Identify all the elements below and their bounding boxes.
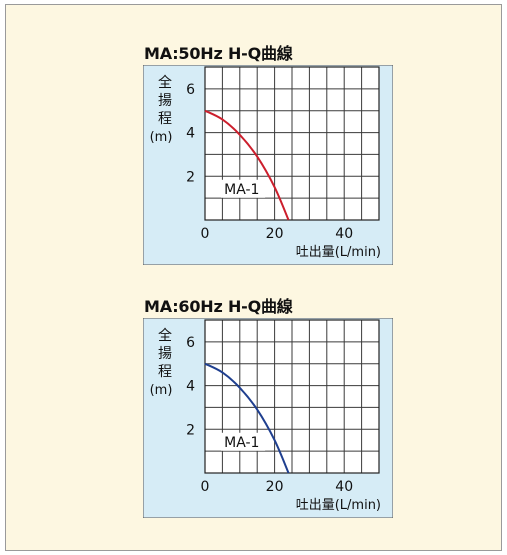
figure-panel: MA:50Hz H-Q曲線 2 4 6 0 20 40 全揚程 (m) 吐出量(L/min) MA… xyxy=(5,4,502,551)
series-line-ma-1 xyxy=(204,109,290,221)
chart-title-60hz: MA:60Hz H-Q曲線 xyxy=(144,297,293,316)
y-tick-label: 2 xyxy=(186,169,195,185)
plot-border xyxy=(204,319,380,474)
hq-chart-60hz: 2 4 6 0 20 40 全揚程 (m) 吐出量(L/min) MA-1 xyxy=(143,318,393,518)
y-tick-label: 2 xyxy=(186,422,195,438)
x-tick-label: 40 xyxy=(335,226,353,242)
chart-title-50hz: MA:50Hz H-Q曲線 xyxy=(144,44,293,63)
y-axis-label: (m) xyxy=(150,130,173,145)
y-axis-label: 全 xyxy=(158,327,172,344)
x-axis-label: 吐出量(L/min) xyxy=(296,498,381,513)
y-axis-label: 揚 xyxy=(158,345,172,362)
y-tick-label: 4 xyxy=(186,126,195,142)
series-line-ma-1 xyxy=(204,362,290,474)
hq-chart-50hz: 2 4 6 0 20 40 全揚程 (m) 吐出量(L/min) MA-1 xyxy=(143,65,393,265)
y-tick-label: 6 xyxy=(186,335,195,351)
y-axis-label: 全 xyxy=(158,74,172,91)
series-label: MA-1 xyxy=(224,435,259,451)
y-axis-label: (m) xyxy=(150,383,173,398)
y-axis-label: 程 xyxy=(158,111,172,127)
x-tick-label: 20 xyxy=(266,226,284,242)
plot-border xyxy=(204,66,380,221)
y-axis-label: 揚 xyxy=(158,92,172,109)
y-tick-label: 6 xyxy=(186,82,195,98)
x-tick-label: 0 xyxy=(201,479,210,495)
x-tick-label: 20 xyxy=(266,479,284,495)
x-tick-label: 40 xyxy=(335,479,353,495)
y-tick-label: 4 xyxy=(186,379,195,395)
y-axis-label: 程 xyxy=(158,364,172,380)
x-axis-label: 吐出量(L/min) xyxy=(296,245,381,260)
series-label-background xyxy=(221,179,266,198)
series-label: MA-1 xyxy=(224,182,259,198)
series-label-background xyxy=(221,432,266,451)
x-tick-label: 0 xyxy=(201,226,210,242)
